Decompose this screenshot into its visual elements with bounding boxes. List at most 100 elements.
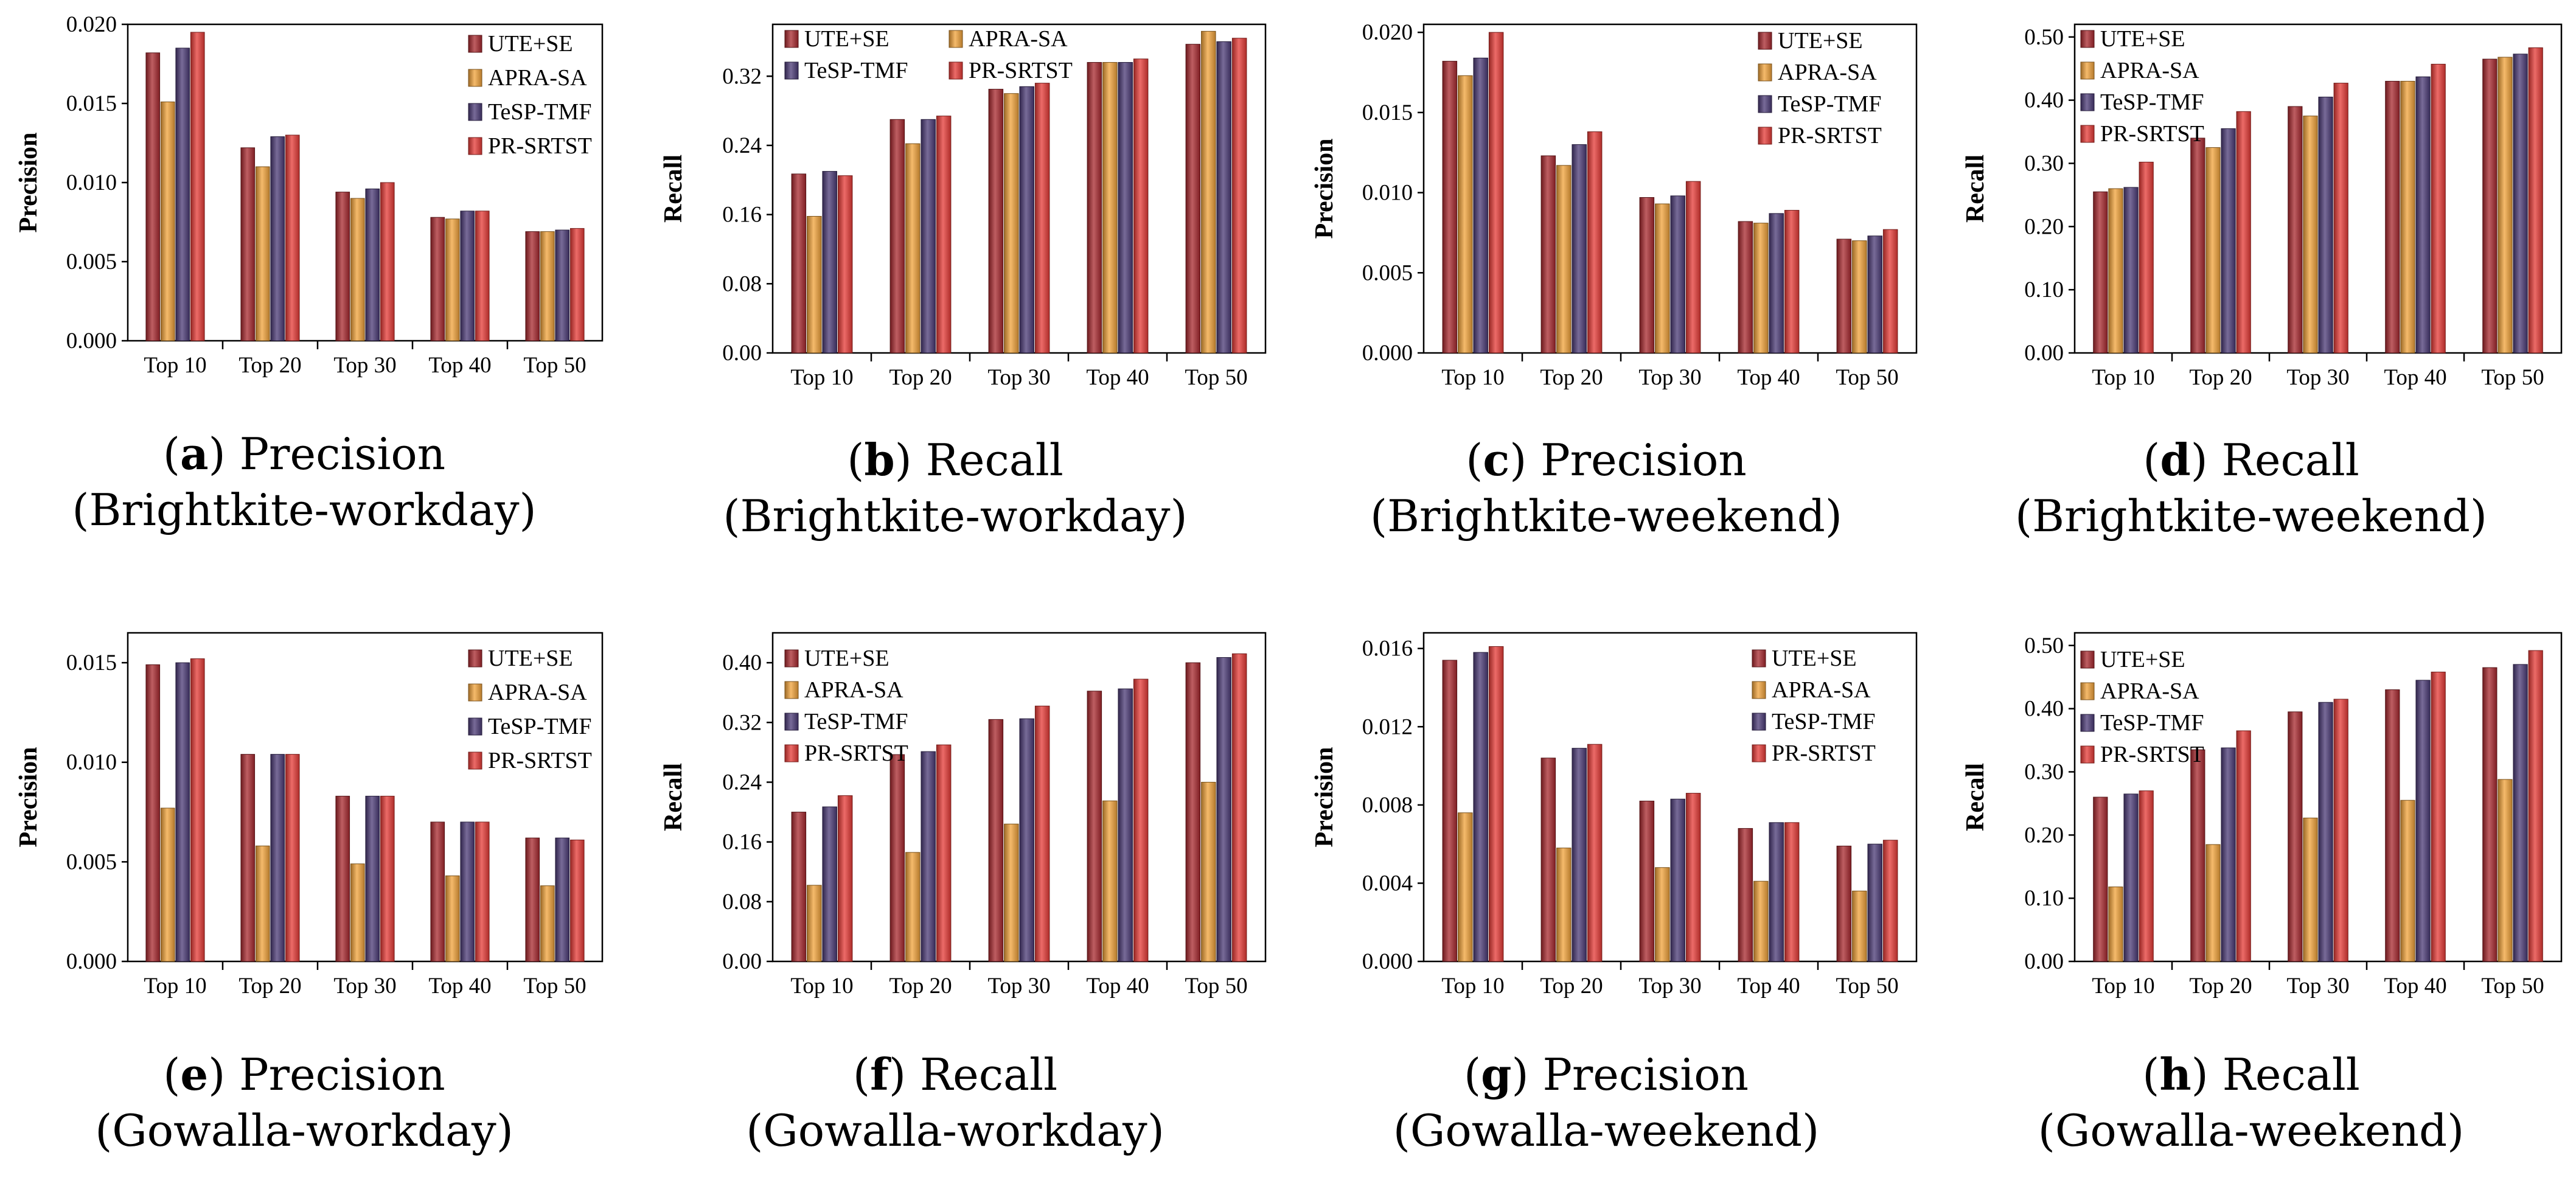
bar-ute-se-top-10 xyxy=(1442,660,1458,962)
caption-e: (e) Precision (Gowalla-workday) xyxy=(95,1048,513,1156)
y-tick-label: 0.004 xyxy=(1362,871,1413,896)
bar-ute-se-top-30 xyxy=(335,192,350,341)
bar-tesp-tmf-top-20 xyxy=(2221,128,2236,354)
panel-c: 0.000 0.005 0.010 0.015 0.020 Precision Top 10… xyxy=(1284,12,1929,560)
bar-apra-sa-top-50 xyxy=(540,231,555,341)
x-tick-label: Top 10 xyxy=(144,353,206,378)
y-tick-label: 0.012 xyxy=(1362,714,1413,739)
legend-label: PR-SRTST xyxy=(1778,123,1882,148)
bar-apra-sa-top-10 xyxy=(807,885,822,962)
bar-pr-srtst-top-50 xyxy=(1882,840,1898,962)
plot-frame xyxy=(771,23,1267,354)
bar-ute-se-top-40 xyxy=(1087,691,1102,962)
caption-subtitle: (Gowalla-weekend) xyxy=(1393,1105,1820,1156)
plot-frame xyxy=(2073,632,2563,963)
bar-apra-sa-top-10 xyxy=(807,215,822,354)
legend-label: APRA-SA xyxy=(1772,677,1871,703)
bar-tesp-tmf-top-40 xyxy=(460,211,475,341)
legend-swatch xyxy=(2080,682,2095,700)
x-tick-label: Top 40 xyxy=(2384,365,2446,390)
y-axis-label: Precision xyxy=(1311,747,1338,848)
chart-c: 0.000 0.005 0.010 0.015 0.020 Precision Top 10… xyxy=(1311,20,1918,390)
bar-pr-srtst-top-50 xyxy=(1882,229,1898,354)
y-axis-label: Recall xyxy=(1962,763,1989,831)
panel-f: 0.00 0.08 0.16 0.24 0.32 0.40 Recall Top 10 Top … xyxy=(633,621,1278,1187)
bar-apra-sa-top-40 xyxy=(445,875,460,962)
bar-ute-se-top-50 xyxy=(2482,58,2498,354)
caption-title: Recall xyxy=(925,434,1063,486)
legend-label: PR-SRTST xyxy=(2100,742,2204,767)
bar-tesp-tmf-top-30 xyxy=(365,795,380,962)
bar-pr-srtst-top-10 xyxy=(2139,790,2154,962)
bar-tesp-tmf-top-50 xyxy=(1216,657,1231,962)
bar-apra-sa-top-30 xyxy=(2303,817,2318,962)
bar-ute-se-top-10 xyxy=(2093,797,2108,962)
bar-pr-srtst-top-20 xyxy=(285,134,300,341)
caption-subtitle: (Gowalla-workday) xyxy=(95,1105,513,1156)
x-tick-label: Top 40 xyxy=(1737,365,1800,390)
bar-pr-srtst-top-30 xyxy=(1685,793,1701,962)
bar-ute-se-top-30 xyxy=(335,795,350,962)
y-tick-label: 0.000 xyxy=(1362,341,1413,366)
legend-label: UTE+SE xyxy=(804,26,889,52)
bar-ute-se-top-10 xyxy=(145,52,161,341)
bar-apra-sa-top-50 xyxy=(2498,57,2513,354)
legend-swatch xyxy=(468,35,482,53)
x-tick-label: Top 10 xyxy=(2092,974,2154,999)
y-tick-label: 0.40 xyxy=(722,650,762,675)
legend-swatch xyxy=(468,649,482,668)
bar-apra-sa-top-50 xyxy=(540,885,555,962)
bar-apra-sa-top-40 xyxy=(1102,800,1118,962)
bar-pr-srtst-top-10 xyxy=(1488,32,1504,354)
x-tick-label: Top 20 xyxy=(2189,974,2252,999)
y-axis-label: Recall xyxy=(660,763,688,831)
legend-label: PR-SRTST xyxy=(488,748,592,773)
bar-tesp-tmf-top-30 xyxy=(1019,718,1034,962)
legend-swatch xyxy=(784,744,799,762)
bar-ute-se-top-40 xyxy=(1738,221,1753,354)
x-tick-label: Top 20 xyxy=(2189,365,2252,390)
y-tick-label: 0.020 xyxy=(1362,20,1413,45)
legend-label: APRA-SA xyxy=(2100,678,2199,704)
bar-tesp-tmf-top-50 xyxy=(2513,54,2528,354)
caption-d: (d) Recall (Brightkite-weekend) xyxy=(2014,434,2487,542)
legend-label: PR-SRTST xyxy=(804,741,908,766)
y-tick-label: 0.000 xyxy=(66,949,117,974)
bar-apra-sa-top-30 xyxy=(1655,203,1670,354)
legend-swatch xyxy=(468,683,482,702)
legend-swatch xyxy=(784,713,799,731)
x-tick-label: Top 30 xyxy=(333,353,396,378)
bar-tesp-tmf-top-10 xyxy=(2123,187,2139,354)
y-tick-label: 0.50 xyxy=(2024,633,2064,658)
x-tick-label: Top 40 xyxy=(2384,974,2446,999)
legend-swatch xyxy=(2080,125,2095,143)
x-tick-label: Top 40 xyxy=(1737,974,1800,999)
x-tick-label: Top 50 xyxy=(1836,365,1898,390)
legend-label: UTE+SE xyxy=(804,646,889,671)
bar-tesp-tmf-top-20 xyxy=(1572,748,1587,962)
caption-title: Precision xyxy=(239,428,446,479)
x-tick-label: Top 30 xyxy=(2286,974,2349,999)
caption-g: (g) Precision (Gowalla-weekend) xyxy=(1393,1048,1820,1156)
bar-apra-sa-top-50 xyxy=(1852,890,1867,962)
legend-swatch xyxy=(784,30,799,48)
caption-f: (f) Recall (Gowalla-workday) xyxy=(746,1048,1164,1156)
legend-label: UTE+SE xyxy=(1778,28,1863,54)
bar-tesp-tmf-top-20 xyxy=(921,119,936,354)
bar-apra-sa-top-40 xyxy=(445,218,460,341)
bar-apra-sa-top-40 xyxy=(1753,880,1769,962)
bar-pr-srtst-top-40 xyxy=(1133,678,1149,962)
bar-pr-srtst-top-10 xyxy=(837,795,853,962)
bar-pr-srtst-top-30 xyxy=(2333,83,2348,354)
bar-tesp-tmf-top-30 xyxy=(2318,96,2333,354)
caption-subtitle: (Gowalla-workday) xyxy=(746,1105,1164,1156)
legend-label: UTE+SE xyxy=(2100,26,2185,52)
legend-swatch xyxy=(1752,649,1766,668)
legend-swatch xyxy=(468,69,482,87)
bar-ute-se-top-30 xyxy=(2288,106,2303,354)
y-tick-label: 0.16 xyxy=(722,203,762,228)
chart-b: 0.00 0.08 0.16 0.24 0.32 Recall Top 10 Top 20 To… xyxy=(660,23,1267,390)
y-axis-label: Recall xyxy=(660,155,688,223)
x-tick-label: Top 30 xyxy=(1638,974,1701,999)
chart-f: 0.00 0.08 0.16 0.24 0.32 0.40 Recall Top 10 Top … xyxy=(660,632,1267,999)
